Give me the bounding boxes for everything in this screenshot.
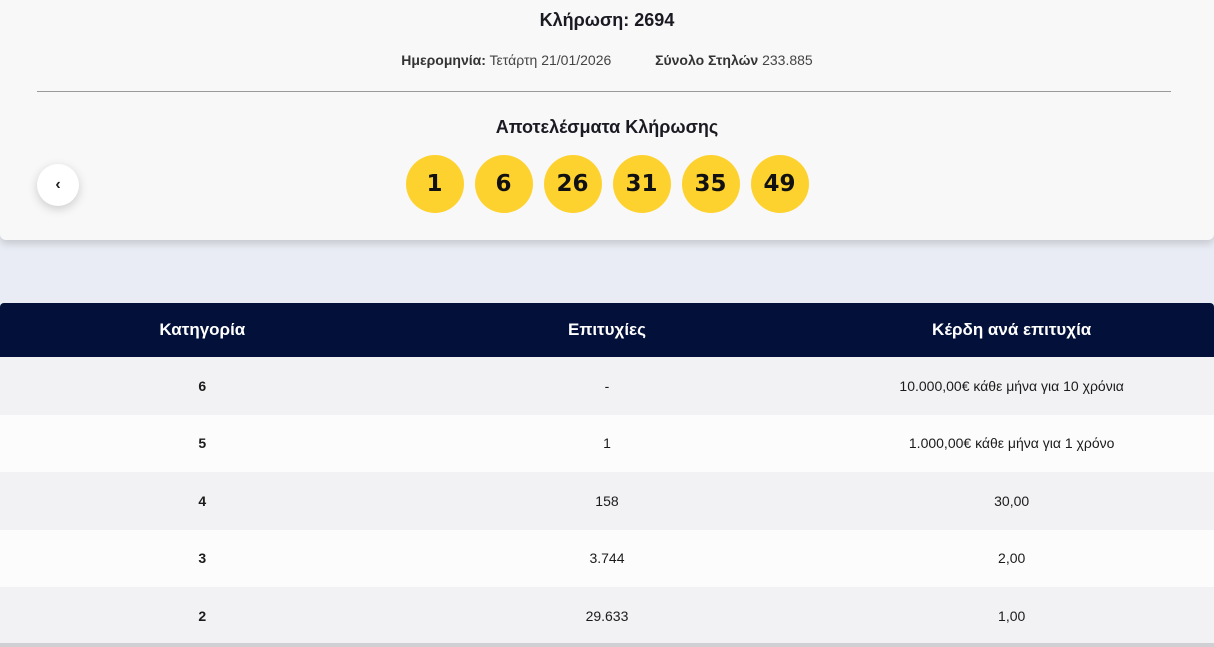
table-row: 2 29.633 1,00 (0, 587, 1214, 645)
header-winners: Επιτυχίες (404, 303, 810, 357)
date-value: Τετάρτη 21/01/2026 (489, 52, 612, 68)
cell-winners: 158 (595, 492, 619, 509)
number-ball: 1 (405, 155, 464, 213)
prize-table: Κατηγορία Επιτυχίες Κέρδη ανά επιτυχία 6… (0, 303, 1214, 645)
number-ball: 35 (681, 155, 740, 213)
table-row: 6 - 10.000,00€ κάθε μήνα για 10 χρόνια (0, 357, 1214, 415)
cell-winners: 1 (603, 435, 611, 452)
header-category: Κατηγορία (0, 303, 405, 357)
divider (37, 91, 1171, 92)
cell-winners: - (604, 377, 610, 394)
winning-numbers: 1 6 26 31 35 49 (0, 155, 1214, 213)
cell-prize: 1,00 (998, 607, 1026, 624)
draw-meta: Ημερομηνία: Τετάρτη 21/01/2026 Σύνολο Στ… (0, 52, 1214, 68)
cell-category: 6 (198, 377, 207, 394)
cell-prize: 2,00 (998, 550, 1026, 567)
date-label: Ημερομηνία: (401, 52, 486, 68)
cell-winners: 3.744 (589, 550, 625, 567)
table-row: 4 158 30,00 (0, 472, 1214, 530)
previous-draw-button[interactable]: ‹ (37, 164, 79, 206)
table-header-row: Κατηγορία Επιτυχίες Κέρδη ανά επιτυχία (0, 303, 1214, 357)
cell-prize: 30,00 (994, 492, 1030, 509)
header-prize: Κέρδη ανά επιτυχία (809, 303, 1214, 357)
table-row: 3 3.744 2,00 (0, 529, 1214, 587)
table-bottom-border (0, 643, 1214, 647)
cell-category: 3 (198, 550, 207, 567)
cell-category: 5 (198, 435, 207, 452)
number-ball: 31 (612, 155, 671, 213)
table-row: 5 1 1.000,00€ κάθε μήνα για 1 χρόνο (0, 414, 1214, 472)
results-title: Αποτελέσματα Κλήρωσης (495, 117, 719, 137)
number-ball: 49 (750, 155, 809, 213)
cell-prize: 10.000,00€ κάθε μήνα για 10 χρόνια (899, 377, 1124, 394)
columns-value: 233.885 (762, 52, 813, 68)
cell-category: 2 (198, 607, 207, 624)
draw-title: Κλήρωση: 2694 (539, 10, 675, 30)
cell-prize: 1.000,00€ κάθε μήνα για 1 χρόνο (908, 435, 1115, 452)
number-ball: 6 (474, 155, 533, 213)
columns-label: Σύνολο Στηλών (655, 52, 759, 68)
draw-card: Κλήρωση: 2694 Ημερομηνία: Τετάρτη 21/01/… (0, 0, 1214, 240)
number-ball: 26 (543, 155, 602, 213)
cell-category: 4 (198, 492, 207, 509)
cell-winners: 29.633 (585, 607, 629, 624)
chevron-left-icon: ‹ (55, 176, 61, 193)
